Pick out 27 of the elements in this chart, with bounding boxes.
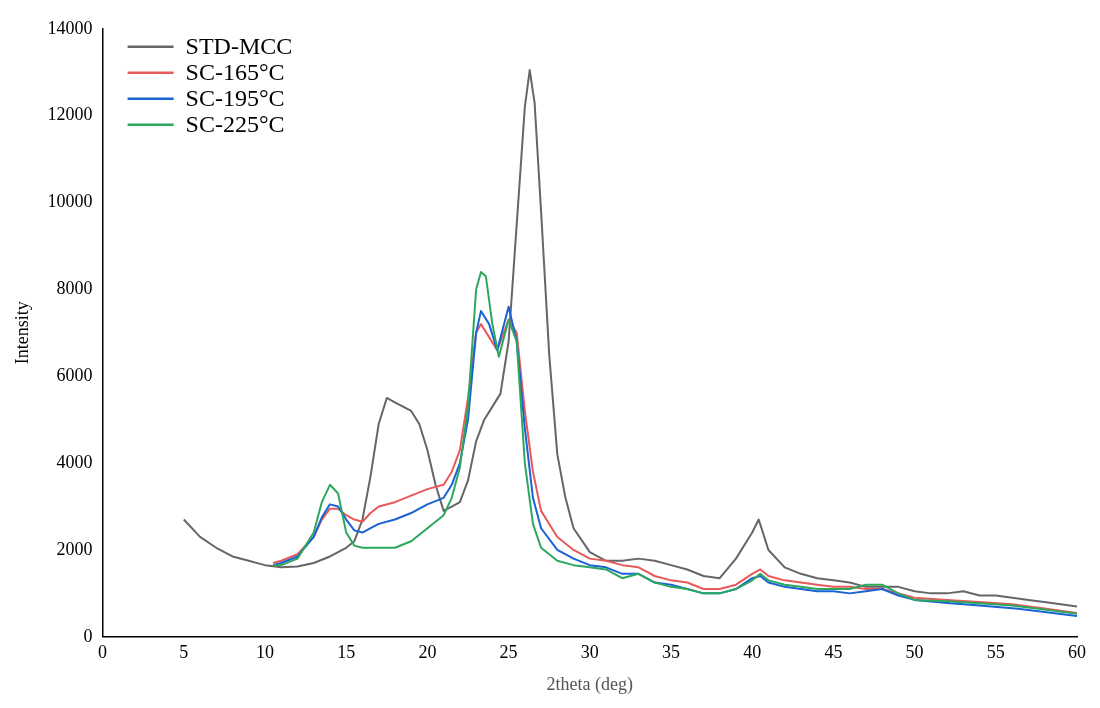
y-axis-title: Intensity: [11, 301, 32, 365]
y-tick-label: 8000: [56, 278, 93, 299]
y-tick-label: 12000: [47, 104, 93, 125]
x-tick-label: 55: [986, 642, 1005, 663]
y-tick-label: 0: [83, 625, 93, 646]
x-axis-title: 2theta (deg): [546, 673, 634, 695]
x-tick-label: 30: [580, 642, 599, 663]
legend-label: STD-MCC: [185, 33, 293, 60]
legend-label: SC-165°C: [185, 59, 285, 86]
legend-label: SC-195°C: [185, 85, 285, 112]
x-tick-label: 20: [418, 642, 437, 663]
x-tick-label: 50: [905, 642, 924, 663]
x-tick-label: 0: [98, 642, 108, 663]
y-tick-label: 2000: [56, 538, 93, 559]
x-tick-label: 15: [337, 642, 356, 663]
x-tick-label: 10: [256, 642, 274, 663]
y-tick-label: 4000: [56, 451, 93, 472]
x-tick-label: 45: [824, 642, 843, 663]
x-tick-label: 35: [662, 642, 680, 663]
y-tick-label: 6000: [56, 364, 93, 385]
legend-label: SC-225°C: [185, 111, 285, 138]
y-tick-label: 14000: [47, 17, 93, 38]
y-tick-label: 10000: [47, 191, 93, 212]
x-tick-label: 60: [1068, 642, 1086, 663]
x-tick-label: 25: [499, 642, 518, 663]
x-tick-label: 40: [743, 642, 762, 663]
x-tick-label: 5: [179, 642, 189, 663]
